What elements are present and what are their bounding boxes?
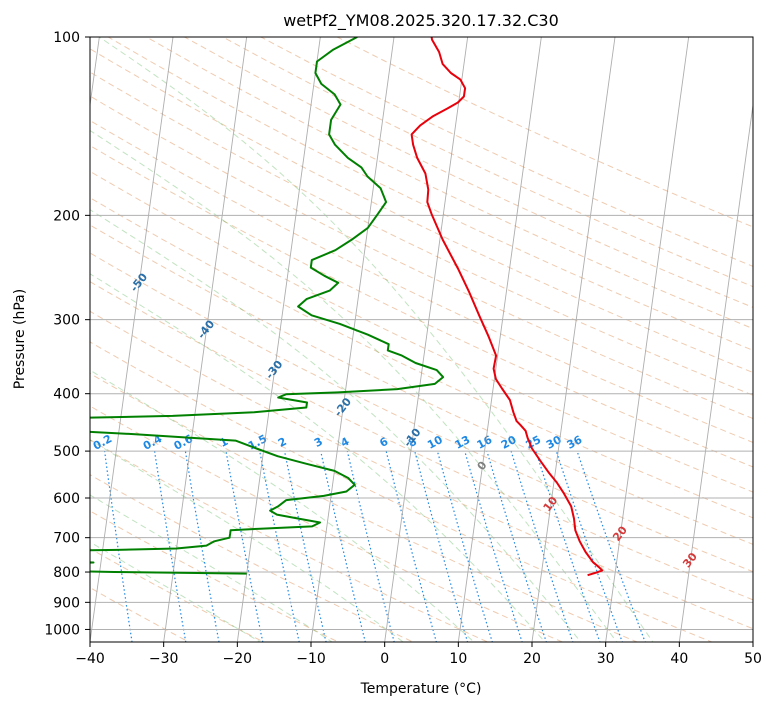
isotherm-line xyxy=(310,37,395,642)
x-tick-label: 0 xyxy=(380,651,389,667)
x-tick-label: 10 xyxy=(449,651,467,667)
mixing-ratio-label: 16 xyxy=(475,433,495,452)
y-tick-label: 700 xyxy=(53,531,80,547)
x-tick-label: −30 xyxy=(149,651,179,667)
x-tick-label: 40 xyxy=(670,651,688,667)
y-tick-label: 600 xyxy=(53,491,80,507)
dry-adiabat-line xyxy=(90,405,564,642)
y-tick-label: 1000 xyxy=(44,622,80,638)
isotherm-line xyxy=(384,37,469,642)
plot-area: 0.10.20.40.611.52346810131620253036 -100… xyxy=(90,37,769,642)
dry-adiabat-line xyxy=(90,341,714,642)
temperature-line xyxy=(410,37,604,577)
y-tick-label: 300 xyxy=(53,313,80,329)
isotherm-label: 40 xyxy=(749,586,769,606)
isotherm-line xyxy=(163,37,248,642)
moist-adiabat-line xyxy=(90,541,262,642)
x-tick-label: 50 xyxy=(744,651,762,667)
pressure-gridlines xyxy=(90,37,753,630)
mixing-ratio-label: 36 xyxy=(565,433,585,452)
moist-adiabat-line xyxy=(90,129,618,642)
y-tick-label: 200 xyxy=(53,208,80,224)
isotherm-line xyxy=(678,101,753,642)
dewpoint-line xyxy=(90,37,445,575)
moist-adiabat-line xyxy=(90,439,404,642)
mixing-ratio-label: 10 xyxy=(425,433,445,452)
isotherm-line xyxy=(236,37,321,642)
dry-adiabat-line xyxy=(90,510,340,642)
dry-adiabat-line xyxy=(90,548,265,642)
y-tick-label: 400 xyxy=(53,387,80,403)
dry-adiabat-line xyxy=(90,170,753,493)
dry-adiabat-line xyxy=(90,95,753,420)
moist-adiabat-line xyxy=(90,273,546,642)
chart-title: wetPf2_YM08.2025.320.17.32.C30 xyxy=(283,11,559,31)
moist-adiabats xyxy=(90,37,654,642)
dry-adiabat-line xyxy=(90,310,753,630)
x-tick-label: −20 xyxy=(223,651,253,667)
mixing-ratio-label: 20 xyxy=(499,433,519,452)
plot-frame xyxy=(89,36,754,643)
moist-adiabat-line xyxy=(90,369,475,642)
y-axis-label: Pressure (hPa) xyxy=(12,289,28,389)
isotherm-line xyxy=(605,37,690,642)
y-tick-label: 500 xyxy=(53,444,80,460)
dry-adiabat-line xyxy=(90,48,753,374)
isotherm-line xyxy=(90,37,174,642)
x-tick-label: 20 xyxy=(523,651,541,667)
isotherm-line xyxy=(457,37,542,642)
moist-adiabat-line xyxy=(98,37,654,642)
x-tick-label: −10 xyxy=(296,651,326,667)
dry-adiabat-line xyxy=(107,37,753,351)
y-tick-label: 800 xyxy=(53,565,80,581)
x-tick-label: −40 xyxy=(75,651,105,667)
isotherms xyxy=(90,37,753,642)
y-tick-label: 100 xyxy=(53,30,80,46)
series-lines xyxy=(90,37,604,577)
x-axis-ticks: −40 −30 −20 −10 0 10 20 30 40 50 xyxy=(75,642,762,667)
x-tick-label: 30 xyxy=(597,651,615,667)
mixing-ratio-label: 13 xyxy=(453,433,473,452)
y-axis-ticks: 100 200 300 400 500 600 700 800 900 1000 xyxy=(44,30,90,638)
dry-adiabat-line xyxy=(184,37,753,308)
y-tick-label: 900 xyxy=(53,595,80,611)
isotherm-line xyxy=(531,37,616,642)
x-axis-label: Temperature (°C) xyxy=(360,681,482,697)
